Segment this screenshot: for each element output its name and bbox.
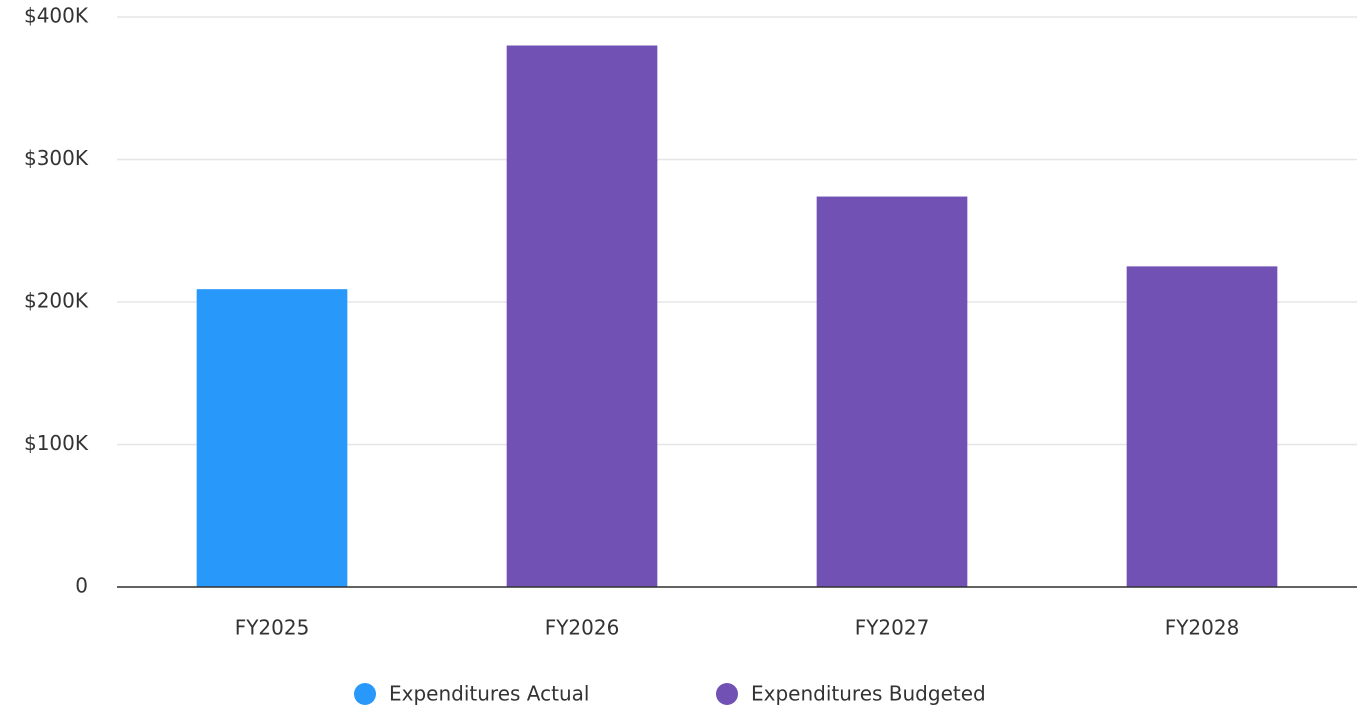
bar (506, 45, 658, 587)
y-tick-label: $400K (24, 4, 89, 28)
y-tick-label: 0 (75, 574, 88, 598)
x-tick-label: FY2026 (545, 616, 620, 640)
bar (1126, 266, 1278, 587)
y-tick-label: $300K (24, 146, 89, 170)
bar (196, 289, 348, 587)
legend-marker (354, 683, 376, 705)
legend-label: Expenditures Actual (389, 682, 589, 706)
bar (816, 196, 968, 588)
legend-marker (716, 683, 738, 705)
y-tick-label: $200K (24, 289, 89, 313)
legend-label: Expenditures Budgeted (751, 682, 986, 706)
x-tick-label: FY2027 (855, 616, 930, 640)
y-tick-label: $100K (24, 431, 89, 455)
x-tick-label: FY2025 (235, 616, 310, 640)
x-tick-label: FY2028 (1165, 616, 1240, 640)
